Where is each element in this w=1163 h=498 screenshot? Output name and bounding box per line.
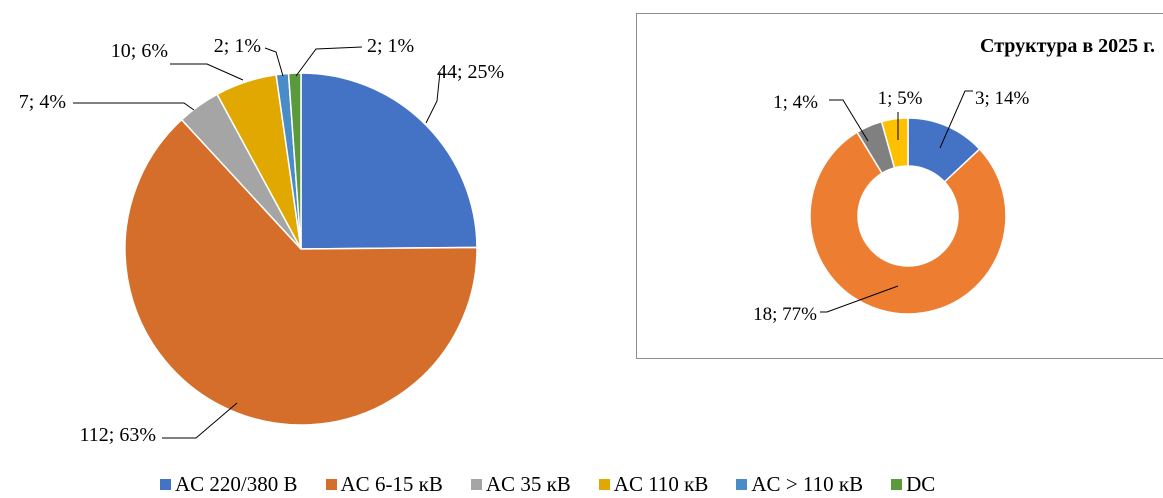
- data-label: 3; 14%: [975, 88, 1030, 109]
- leader-line: [264, 47, 284, 77]
- legend-swatch: [891, 478, 903, 490]
- data-label: 1; 4%: [773, 92, 818, 113]
- leader-line: [820, 285, 899, 313]
- legend-label: AC 220/380 В: [175, 471, 298, 496]
- legend-label: DC: [906, 471, 936, 496]
- leader-line: [829, 99, 869, 142]
- data-label: 44; 25%: [437, 61, 504, 83]
- slice-ac-6-15[interactable]: [124, 118, 478, 426]
- data-label: 2; 1%: [214, 35, 261, 57]
- legend-label: AC 35 кВ: [485, 471, 571, 496]
- legend-label: AC 110 кВ: [613, 471, 709, 496]
- legend-swatch: [160, 478, 171, 490]
- data-label: 7; 4%: [19, 91, 66, 113]
- slice-ac-110[interactable]: [880, 117, 909, 169]
- data-label: 1; 5%: [878, 88, 923, 109]
- main-pie-chart: 44; 25% 112; 63% 7; 4% 10; 6% 2; 1% 2; 1%: [19, 35, 504, 446]
- data-label: 18; 77%: [753, 304, 817, 325]
- legend-item-ac-35[interactable]: AC 35 кВ: [470, 471, 571, 497]
- legend-swatch: [325, 478, 337, 490]
- data-label: 2; 1%: [367, 35, 414, 57]
- leader-line: [295, 46, 363, 77]
- leader-line: [939, 90, 973, 149]
- leader-line: [73, 102, 195, 111]
- inset-donut-chart: 3; 14% 18; 77% 1; 4% 1; 5%: [753, 88, 1029, 325]
- legend-swatch: [470, 478, 482, 490]
- leader-line: [162, 402, 238, 439]
- data-label: 112; 63%: [80, 424, 156, 446]
- legend-item-ac-110[interactable]: AC 110 кВ: [598, 471, 709, 497]
- leader-line: [170, 63, 244, 81]
- legend-item-ac-6-15[interactable]: AC 6-15 кВ: [325, 471, 443, 497]
- slice-dc[interactable]: [287, 72, 302, 250]
- legend-label: AC 6-15 кВ: [340, 471, 443, 496]
- data-label: 10; 6%: [111, 40, 168, 62]
- inset-chart-title: Структура в 2025 г.: [980, 35, 1155, 57]
- legend-item-ac-220-380[interactable]: AC 220/380 В: [160, 472, 298, 497]
- slice-ac-6-15[interactable]: [809, 131, 1007, 315]
- legend-label: AC > 110 кВ: [751, 471, 864, 496]
- chart-legend: AC 220/380 В AC 6-15 кВ AC 35 кВ AC 110 …: [160, 472, 935, 496]
- leader-line: [425, 71, 441, 124]
- slice-ac-220-380[interactable]: [300, 72, 478, 250]
- legend-item-ac-over-110[interactable]: AC > 110 кВ: [736, 472, 863, 497]
- legend-swatch: [736, 478, 748, 490]
- legend-item-dc[interactable]: DC: [891, 472, 935, 497]
- legend-swatch: [598, 478, 610, 490]
